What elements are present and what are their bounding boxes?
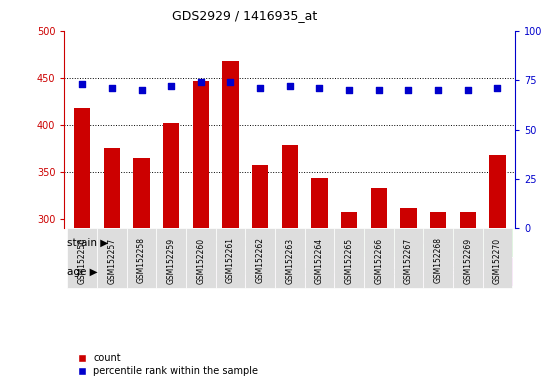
Text: GSM152263: GSM152263 xyxy=(285,237,295,283)
Point xyxy=(226,79,235,85)
Text: GSM152269: GSM152269 xyxy=(463,237,472,283)
Point xyxy=(286,83,295,89)
Text: GSM152262: GSM152262 xyxy=(256,237,265,283)
Text: GDS2929 / 1416935_at: GDS2929 / 1416935_at xyxy=(172,9,318,22)
Bar xyxy=(123,228,357,257)
Bar xyxy=(409,257,512,286)
Bar xyxy=(186,228,216,288)
Bar xyxy=(357,228,512,257)
Text: GSM152264: GSM152264 xyxy=(315,237,324,283)
Bar xyxy=(357,257,409,286)
Bar xyxy=(305,228,334,288)
Text: 2 mo: 2 mo xyxy=(368,266,397,277)
Text: strain ▶: strain ▶ xyxy=(67,238,109,248)
Point xyxy=(344,87,353,93)
Bar xyxy=(423,228,453,288)
Point xyxy=(108,85,116,91)
Point xyxy=(78,81,87,87)
Point xyxy=(197,79,206,85)
Text: GSM152261: GSM152261 xyxy=(226,237,235,283)
Bar xyxy=(311,178,328,228)
Point xyxy=(137,87,146,93)
Point xyxy=(463,87,472,93)
Bar xyxy=(193,81,209,228)
Text: GSM152265: GSM152265 xyxy=(344,237,353,283)
Bar xyxy=(364,228,394,288)
Bar xyxy=(123,257,201,286)
Bar xyxy=(104,149,120,228)
Point xyxy=(493,85,502,91)
Text: GSM152267: GSM152267 xyxy=(404,237,413,283)
Point xyxy=(256,85,265,91)
Text: GSM152270: GSM152270 xyxy=(493,237,502,283)
Bar xyxy=(460,212,476,228)
Bar xyxy=(394,228,423,288)
Bar xyxy=(201,257,279,286)
Bar xyxy=(279,257,357,286)
Bar xyxy=(489,155,506,228)
Bar xyxy=(222,61,239,228)
Point xyxy=(315,85,324,91)
Bar xyxy=(282,145,298,228)
Text: GSM152259: GSM152259 xyxy=(167,237,176,283)
Bar xyxy=(133,158,150,228)
Bar xyxy=(341,212,357,228)
Bar xyxy=(275,228,305,288)
Text: DBA/2J: DBA/2J xyxy=(416,238,454,248)
Bar xyxy=(156,228,186,288)
Bar xyxy=(216,228,245,288)
Text: 2 mo: 2 mo xyxy=(148,266,176,277)
Text: GSM152260: GSM152260 xyxy=(197,237,206,283)
Point xyxy=(404,87,413,93)
Text: GSM152256: GSM152256 xyxy=(78,237,87,283)
Bar xyxy=(97,228,127,288)
Bar xyxy=(67,228,97,288)
Point xyxy=(433,87,442,93)
Bar xyxy=(74,108,90,228)
Bar xyxy=(252,166,268,228)
Bar xyxy=(400,208,417,228)
Bar xyxy=(430,212,446,228)
Bar xyxy=(453,228,483,288)
Text: GSM152266: GSM152266 xyxy=(374,237,383,283)
Text: 26 mo: 26 mo xyxy=(300,266,335,277)
Text: age ▶: age ▶ xyxy=(67,266,98,277)
Text: GSM152268: GSM152268 xyxy=(433,237,442,283)
Legend: count, percentile rank within the sample: count, percentile rank within the sample xyxy=(75,350,262,379)
Text: C57BL/6J: C57BL/6J xyxy=(215,238,265,248)
Text: GSM152258: GSM152258 xyxy=(137,237,146,283)
Bar xyxy=(163,123,179,228)
Bar xyxy=(483,228,512,288)
Text: GSM152257: GSM152257 xyxy=(108,237,116,283)
Bar xyxy=(127,228,156,288)
Text: 18 mo: 18 mo xyxy=(222,266,258,277)
Point xyxy=(374,87,383,93)
Bar xyxy=(371,188,387,228)
Bar xyxy=(334,228,364,288)
Bar xyxy=(245,228,275,288)
Point xyxy=(167,83,176,89)
Text: 18 mo: 18 mo xyxy=(443,266,478,277)
